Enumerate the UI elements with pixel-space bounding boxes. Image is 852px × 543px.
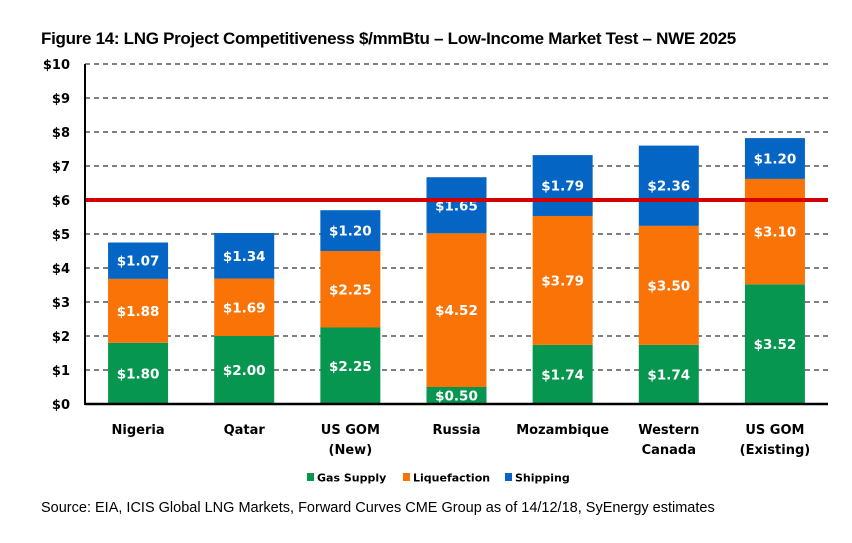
chart-title: Figure 14: LNG Project Competitiveness $… — [41, 29, 736, 48]
x-category-line: Western — [638, 423, 699, 438]
data-label: $1.34 — [223, 249, 266, 265]
bar-segment-shipping — [638, 145, 699, 226]
x-category-line: Nigeria — [112, 423, 165, 438]
data-label: $1.69 — [223, 300, 266, 316]
data-label: $1.79 — [541, 179, 584, 195]
bar-segment-shipping — [108, 242, 169, 279]
bar-segment-liquefaction — [214, 278, 275, 336]
legend-label: Liquefaction — [413, 472, 490, 485]
bar-segment-gas-supply — [214, 336, 275, 404]
x-category-line: Qatar — [224, 423, 266, 438]
axes — [84, 64, 828, 406]
data-label: $2.25 — [329, 359, 372, 375]
data-label: $1.20 — [329, 224, 372, 240]
data-label: $1.65 — [435, 198, 478, 214]
y-axis-ticks: $0 $1 $2 $3 $4 $5 $6 $7 $8 $9 $10 — [43, 58, 70, 413]
legend-swatch — [403, 473, 410, 481]
y-tick-label: $4 — [52, 262, 70, 277]
x-category-label: US GOM (New) — [321, 423, 380, 458]
stacked-bar-chart: $0$1$2$3$4$5$6$7$8$9$10 $1.80$1.88$1.07$… — [43, 58, 828, 485]
y-tick-label: $0 — [52, 398, 70, 413]
data-label: $2.36 — [647, 179, 690, 195]
data-label: $1.80 — [117, 366, 160, 382]
x-category-line: Canada — [642, 443, 696, 458]
y-tick-label: $3 — [52, 296, 70, 311]
bars — [108, 138, 805, 404]
data-label: $1.88 — [117, 304, 160, 320]
y-tick-label: $6 — [52, 194, 70, 209]
x-category-label: Western Canada — [638, 423, 699, 458]
data-label: $1.74 — [541, 367, 584, 383]
y-tick-label: $5 — [52, 228, 70, 243]
source-note: Source: EIA, ICIS Global LNG Markets, Fo… — [41, 500, 715, 516]
data-label: $3.52 — [754, 337, 797, 353]
bar-segment-gas-supply — [532, 344, 593, 404]
bar-segment-liquefaction — [108, 278, 169, 343]
x-category-line: US GOM — [745, 423, 804, 438]
x-category-line: (Existing) — [740, 443, 811, 458]
data-label: $3.10 — [754, 225, 797, 241]
bar-segment-shipping — [426, 177, 487, 234]
legend-label: Gas Supply — [317, 472, 386, 485]
data-label: $1.74 — [647, 367, 690, 383]
data-label: $2.25 — [329, 282, 372, 298]
bar-segment-gas-supply — [108, 342, 169, 404]
y-tick-label: $8 — [52, 126, 70, 141]
y-tick-label: $2 — [52, 330, 70, 345]
bar-segment-gas-supply — [638, 344, 699, 404]
data-label: $3.79 — [541, 273, 584, 289]
bar-segment-liquefaction — [532, 215, 593, 345]
bar-segment-liquefaction — [426, 233, 487, 387]
data-label: $2.00 — [223, 363, 266, 379]
bar-segment-gas-supply — [426, 387, 487, 404]
y-tick-label: $10 — [43, 58, 70, 73]
x-category-label: Qatar — [224, 423, 266, 438]
data-label: $1.07 — [117, 254, 160, 270]
bar-segment-shipping — [214, 232, 275, 279]
x-axis-categories: Nigeria Qatar US GOM (New) Russia Mozambique W… — [112, 423, 811, 458]
x-category-label: Nigeria — [112, 423, 165, 438]
x-category-label: US GOM (Existing) — [740, 423, 811, 458]
bar-segment-gas-supply — [320, 327, 381, 404]
bar-segment-liquefaction — [320, 251, 381, 328]
legend-label: Shipping — [515, 472, 570, 485]
x-category-line: US GOM — [321, 423, 380, 438]
data-label: $3.50 — [647, 278, 690, 294]
x-category-label: Russia — [433, 423, 481, 438]
x-category-line: Mozambique — [516, 423, 609, 438]
data-labels: $1.80 $1.88 $1.07 $2.00 $1.69 $1.34 $2.25 $2.25… — [117, 152, 797, 405]
y-tick-label: $7 — [52, 160, 70, 175]
x-category-label: Mozambique — [516, 423, 609, 438]
y-tick-label: $9 — [52, 92, 70, 107]
bar-segment-gas-supply — [744, 284, 805, 404]
legend: Gas Supply Liquefaction Shipping — [307, 472, 570, 485]
x-category-line: Russia — [433, 423, 481, 438]
y-tick-label: $1 — [52, 364, 70, 379]
data-label: $4.52 — [435, 303, 478, 319]
data-label: $0.50 — [435, 389, 478, 405]
x-category-line: (New) — [329, 443, 373, 458]
bar-segment-liquefaction — [638, 225, 699, 345]
bar-segment-liquefaction — [744, 178, 805, 285]
legend-swatch — [505, 473, 512, 481]
bar-segment-shipping — [744, 138, 805, 179]
legend-swatch — [307, 473, 314, 481]
bar-segment-shipping — [532, 155, 593, 216]
data-label: $1.20 — [754, 152, 797, 168]
bar-segment-shipping — [320, 210, 381, 251]
